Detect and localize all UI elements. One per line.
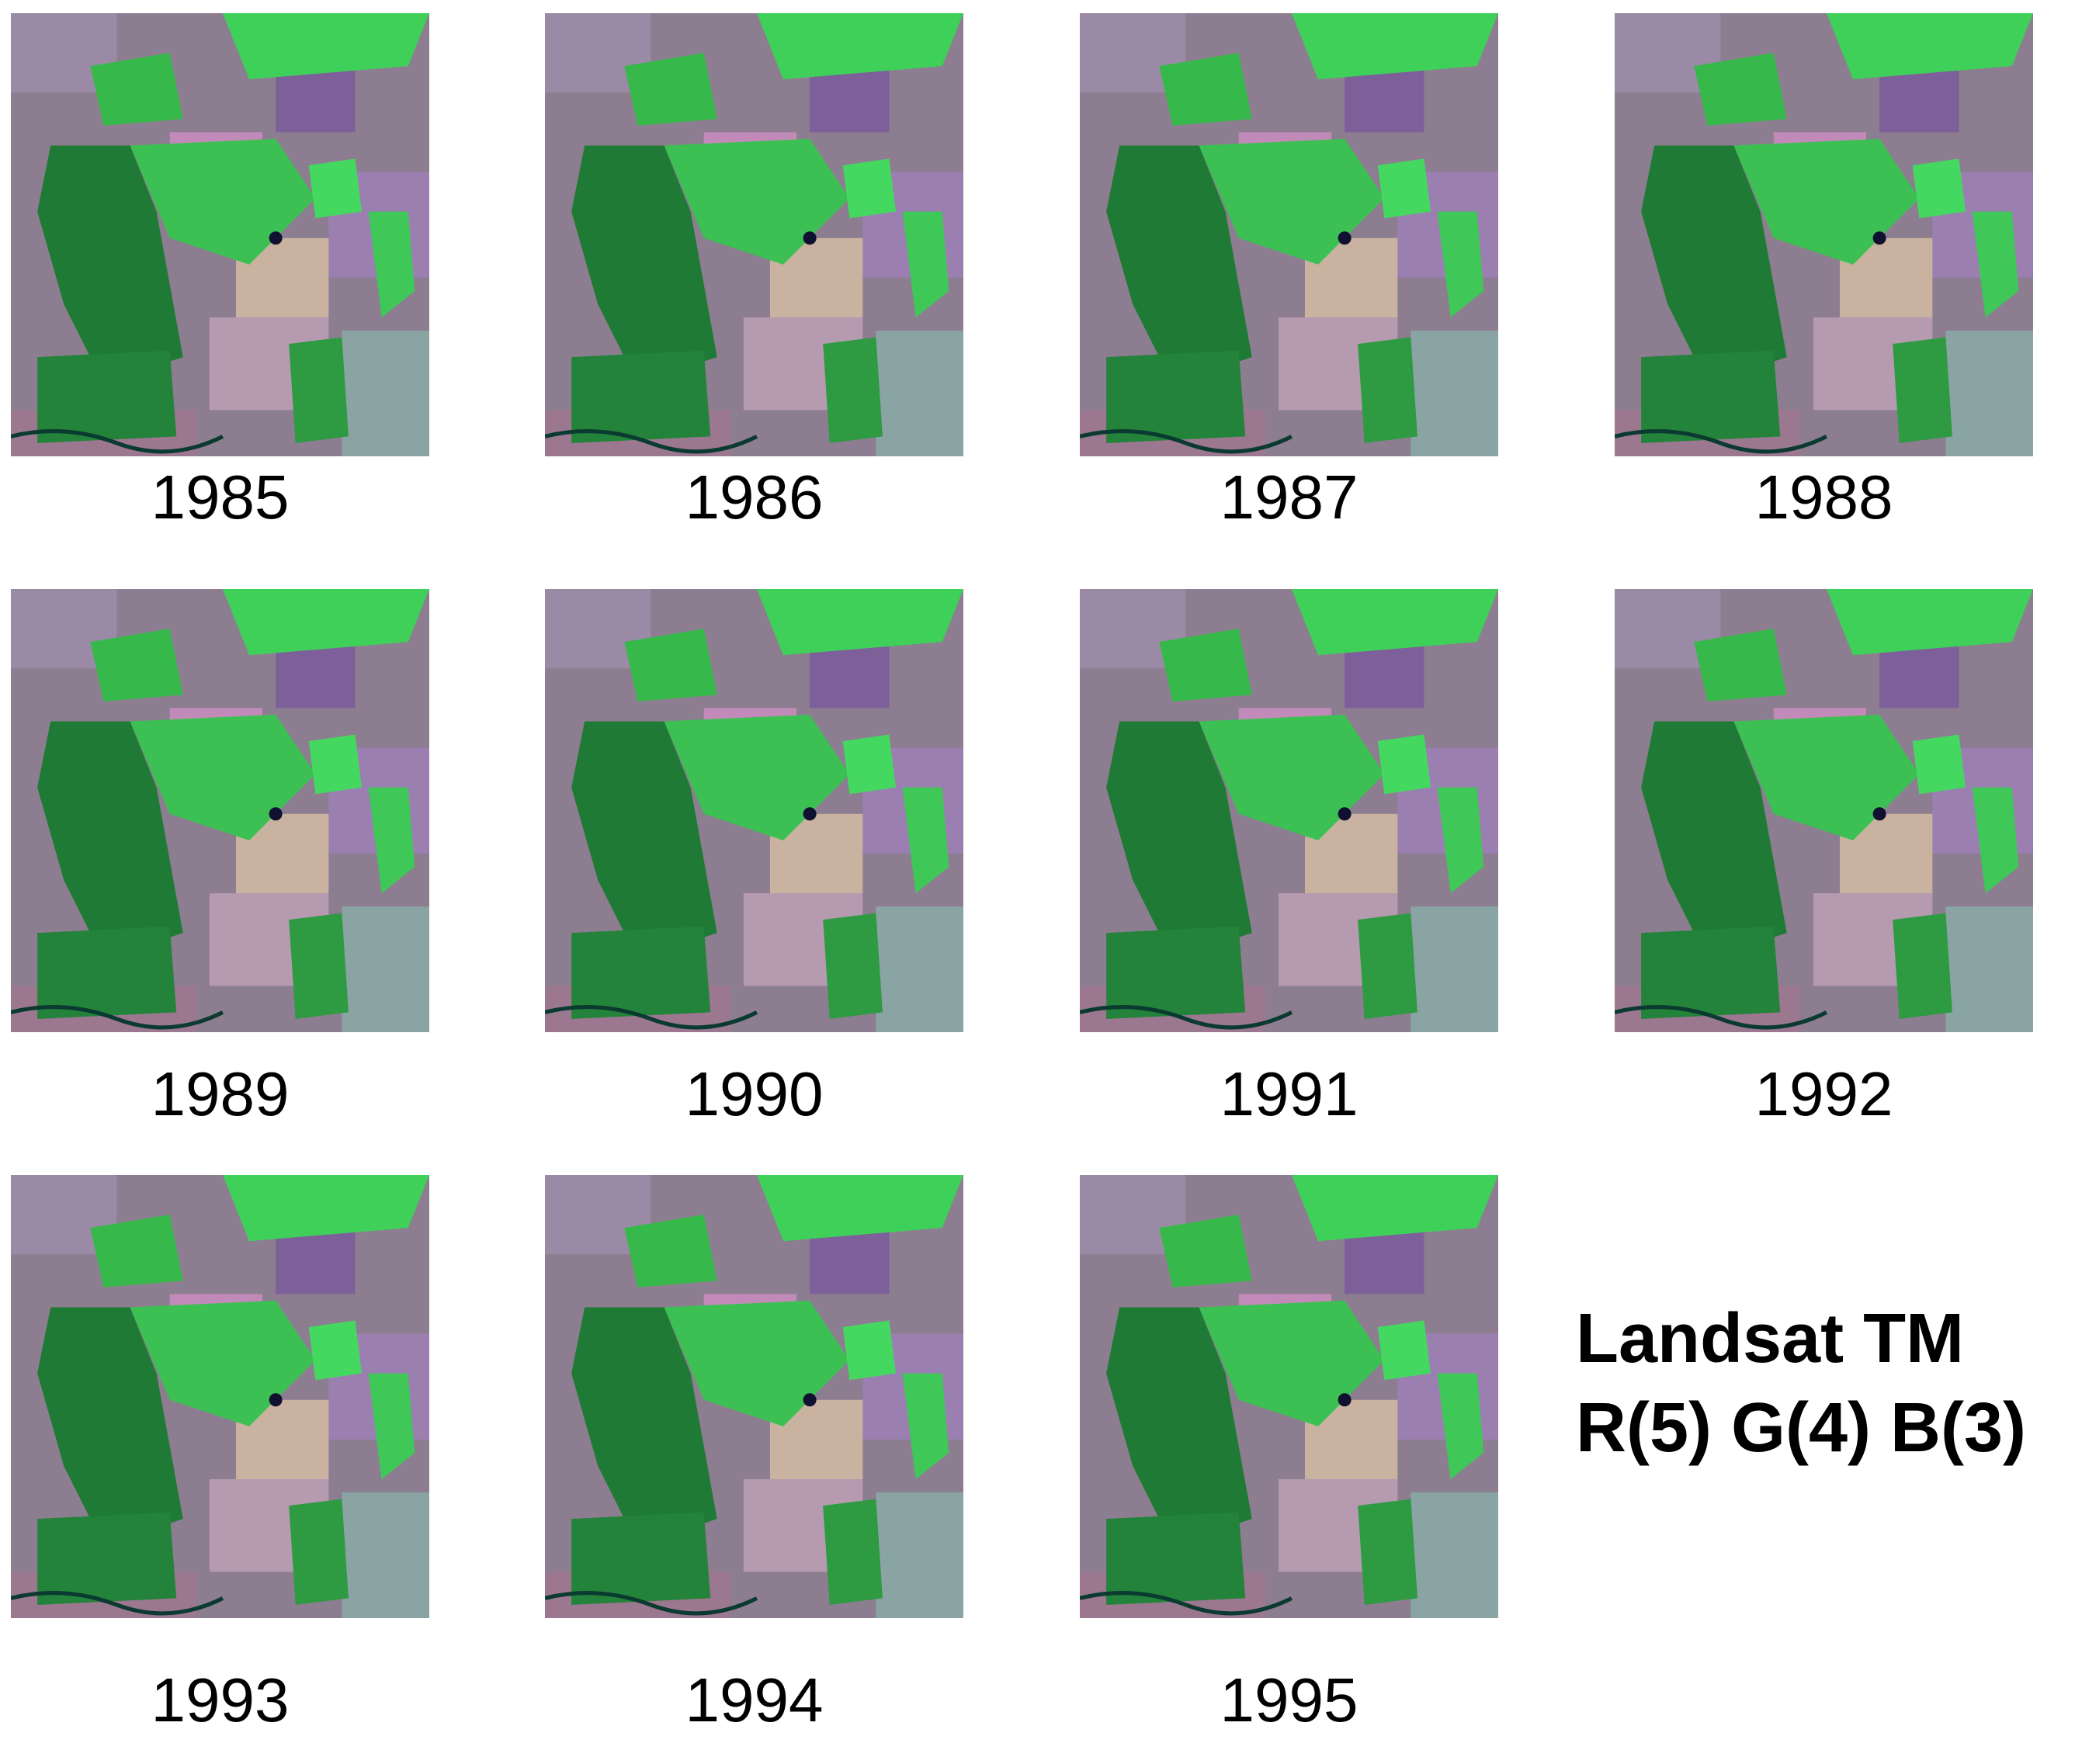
image-panel: 1991: [1080, 589, 1498, 1128]
panel-grid: 1985 1986 1987 1988 1989 1990 1991 1992 1993 1994…: [11, 13, 2033, 1735]
year-label: 1991: [1220, 1059, 1358, 1128]
year-label: 1992: [1755, 1059, 1893, 1128]
year-label: 1993: [151, 1665, 290, 1735]
year-label: 1989: [151, 1059, 290, 1128]
image-panel: 1986: [545, 13, 963, 532]
satellite-image: [11, 589, 429, 1032]
legend: Landsat TM R(5) G(4) B(3): [1576, 1300, 2026, 1467]
image-panel: 1985: [11, 13, 429, 532]
satellite-image: [545, 13, 963, 456]
legend-line: R(5) G(4) B(3): [1576, 1389, 2026, 1467]
satellite-image: [1080, 13, 1498, 456]
image-panel: 1989: [11, 589, 429, 1128]
legend-line: Landsat TM: [1576, 1300, 1964, 1378]
satellite-image: [11, 1175, 429, 1618]
image-panel: 1995: [1080, 1175, 1498, 1735]
image-panel: 1987: [1080, 13, 1498, 532]
year-label: 1990: [685, 1059, 824, 1128]
satellite-image: [1080, 1175, 1498, 1618]
image-panel: 1992: [1615, 589, 2033, 1128]
year-label: 1994: [685, 1665, 824, 1735]
year-label: 1988: [1755, 463, 1893, 532]
image-panel: 1988: [1615, 13, 2033, 532]
satellite-image: [545, 589, 963, 1032]
image-panel: 1990: [545, 589, 963, 1128]
year-label: 1987: [1220, 463, 1358, 532]
year-label: 1985: [151, 463, 290, 532]
image-panel: 1994: [545, 1175, 963, 1735]
satellite-image: [11, 13, 429, 456]
year-label: 1986: [685, 463, 824, 532]
satellite-image: [545, 1175, 963, 1618]
year-label: 1995: [1220, 1665, 1358, 1735]
satellite-image: [1615, 13, 2033, 456]
satellite-image: [1615, 589, 2033, 1032]
satellite-image: [1080, 589, 1498, 1032]
image-panel: 1993: [11, 1175, 429, 1735]
